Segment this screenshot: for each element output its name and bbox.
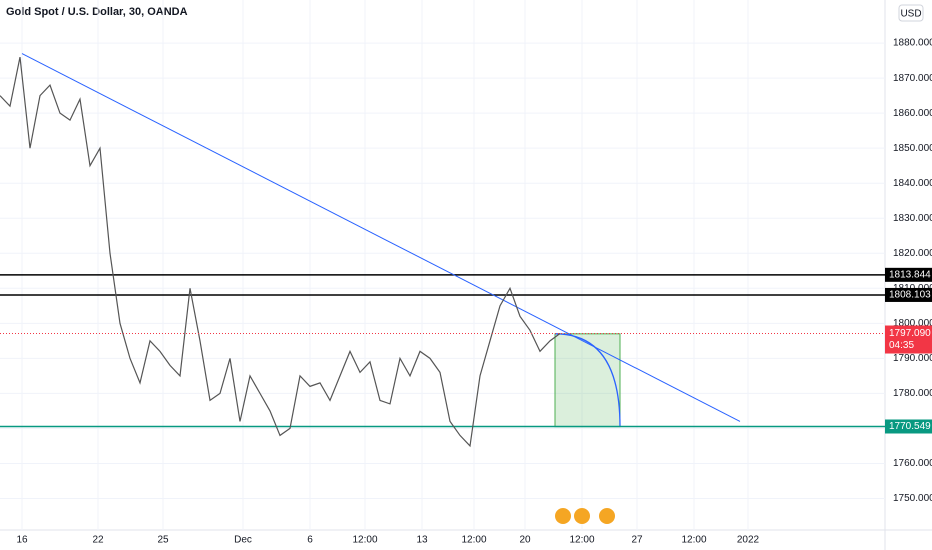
- level-label: 1813.844: [889, 269, 931, 280]
- y-tick-label: 1860.000: [893, 108, 932, 119]
- current-price-label: 1797.090: [889, 328, 931, 339]
- level-label: 1770.549: [889, 421, 931, 432]
- y-tick-label: 1790.000: [893, 353, 932, 364]
- y-tick-label: 1850.000: [893, 143, 932, 154]
- x-tick-label: 6: [307, 535, 313, 546]
- x-tick-label: 12:00: [461, 535, 486, 546]
- event-icon[interactable]: [574, 508, 590, 524]
- target-box: [554, 333, 621, 428]
- x-tick-label: Dec: [234, 535, 252, 546]
- y-tick-label: 1870.000: [893, 73, 932, 84]
- x-tick-label: 22: [92, 535, 104, 546]
- event-icons: [555, 508, 615, 524]
- x-tick-label: 12:00: [569, 535, 594, 546]
- price-line: [0, 56, 561, 448]
- trendline: [21, 53, 741, 422]
- level-tag: [885, 287, 932, 302]
- y-tick-label: 1820.000: [893, 248, 932, 259]
- x-tick-label: 25: [157, 535, 169, 546]
- level-tag: [885, 267, 932, 282]
- event-icon[interactable]: [599, 508, 615, 524]
- level-tag: [885, 419, 932, 434]
- level-label: 1808.103: [889, 290, 931, 301]
- currency-button[interactable]: [898, 4, 924, 22]
- x-tick-label: 2022: [737, 535, 760, 546]
- chart-title: Gold Spot / U.S. Dollar, 30, OANDA: [6, 6, 188, 18]
- y-tick-label: 1830.000: [893, 213, 932, 224]
- x-tick-label: 12:00: [681, 535, 706, 546]
- x-tick-label: 16: [16, 535, 28, 546]
- event-icon[interactable]: [555, 508, 571, 524]
- x-tick-label: 20: [519, 535, 531, 546]
- y-tick-label: 1750.000: [893, 493, 932, 504]
- current-price-tag: [885, 325, 932, 354]
- y-tick-label: 1840.000: [893, 178, 932, 189]
- y-tick-label: 1880.000: [893, 38, 932, 49]
- y-tick-label: 1800.000: [893, 318, 932, 329]
- x-tick-label: 27: [631, 535, 643, 546]
- y-tick-label: 1760.000: [893, 458, 932, 469]
- x-tick-label: 13: [416, 535, 428, 546]
- countdown-label: 04:35: [889, 340, 914, 351]
- y-tick-label: 1780.000: [893, 388, 932, 399]
- currency-label[interactable]: USD: [900, 9, 921, 20]
- x-tick-label: 12:00: [352, 535, 377, 546]
- projection-curve: [554, 333, 621, 427]
